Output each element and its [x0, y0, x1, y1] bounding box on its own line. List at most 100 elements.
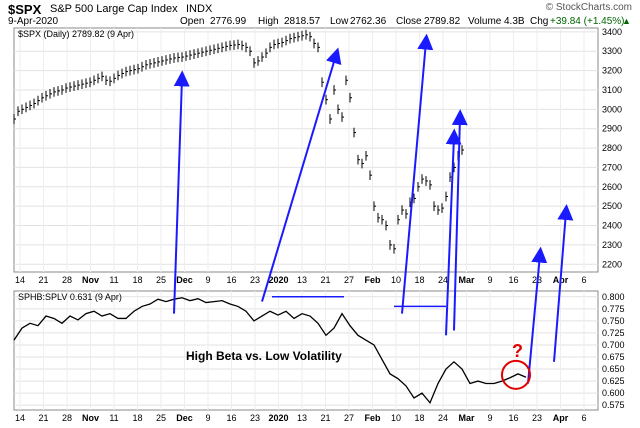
high-value: 2818.57	[284, 16, 321, 27]
x-tick-label: Apr	[553, 413, 569, 423]
y-tick-label: 0.750	[602, 316, 625, 326]
open-value: 2776.99	[210, 16, 247, 27]
y-tick-label: 3200	[602, 66, 622, 76]
x-tick-label: 24	[438, 413, 448, 423]
y-tick-label: 3100	[602, 85, 622, 95]
ratio-line	[13, 297, 527, 405]
x-tick-label: 18	[414, 275, 424, 285]
y-tick-label: 0.700	[602, 340, 625, 350]
x-tick-label: 21	[320, 413, 330, 423]
x-tick-label: 2020	[268, 413, 288, 423]
divergence-arrow	[173, 70, 190, 314]
close-value: 2789.82	[424, 16, 461, 27]
x-tick-label: 21	[320, 275, 330, 285]
brand: © StockCharts.com	[545, 2, 632, 13]
y-tick-label: 2300	[602, 240, 622, 250]
price-panel	[13, 27, 599, 273]
x-tick-label: 18	[132, 413, 142, 423]
x-tick-label: 9	[205, 275, 210, 285]
x-tick-label: 9	[487, 413, 492, 423]
y-tick-label: 0.675	[602, 352, 625, 362]
divergence-arrow	[445, 128, 462, 336]
divergence-arrow	[451, 109, 468, 331]
y-tick-label: 3300	[602, 46, 622, 56]
divergence-arrow	[401, 33, 434, 314]
x-tick-label: 13	[297, 413, 307, 423]
x-tick-label: 10	[391, 275, 401, 285]
divergence-arrow	[261, 47, 342, 302]
x-tick-label: 11	[109, 413, 118, 423]
y-tick-label: 0.625	[602, 376, 625, 386]
x-tick-label: Feb	[364, 275, 381, 285]
x-tick-label: 23	[250, 413, 260, 423]
x-tick-label: 24	[438, 275, 448, 285]
y-tick-label: 0.725	[602, 328, 625, 338]
y-tick-label: 2700	[602, 162, 622, 172]
y-tick-label: 2200	[602, 259, 622, 269]
chg-label: Chg	[530, 16, 549, 27]
x-tick-label: 23	[250, 275, 260, 285]
x-tick-label: 9	[205, 413, 210, 423]
exchange: INDX	[186, 3, 213, 15]
low-label: Low	[330, 16, 349, 27]
chg-value: +39.84 (+1.45%)	[550, 16, 625, 27]
x-tick-label: 16	[508, 275, 518, 285]
divergence-arrow	[527, 246, 548, 384]
x-tick-label: 18	[414, 413, 424, 423]
x-tick-label: Nov	[82, 413, 99, 423]
x-tick-label: 10	[391, 413, 401, 423]
annotation-label: High Beta vs. Low Volatility	[186, 349, 342, 363]
open-label: Open	[180, 16, 205, 27]
x-tick-label: Feb	[364, 413, 381, 423]
chart-header: $SPX S&P 500 Large Cap Index INDX 9-Apr-…	[8, 2, 632, 28]
x-tick-label: 14	[15, 413, 25, 423]
x-tick-label: 28	[62, 413, 72, 423]
x-tick-label: Mar	[458, 413, 475, 423]
x-tick-label: Dec	[176, 275, 193, 285]
y-tick-label: 2900	[602, 124, 622, 134]
y-tick-label: 2600	[602, 182, 622, 192]
x-tick-label: 6	[581, 275, 586, 285]
y-tick-label: 2400	[602, 221, 622, 231]
x-tick-label: 23	[532, 413, 542, 423]
index-name: S&P 500 Large Cap Index	[50, 3, 178, 15]
x-tick-label: 11	[109, 275, 118, 285]
symbol: $SPX	[8, 2, 42, 17]
ratio-legend: SPHB:SPLV 0.631 (9 Apr)	[18, 292, 122, 302]
y-tick-label: 3000	[602, 104, 622, 114]
y-tick-label: 0.650	[602, 364, 625, 374]
y-tick-label: 3400	[602, 27, 622, 37]
x-tick-label: 16	[226, 275, 236, 285]
close-label: Close	[396, 16, 422, 27]
x-tick-label: 6	[581, 413, 586, 423]
x-tick-label: 21	[38, 275, 48, 285]
x-tick-label: Nov	[82, 275, 99, 285]
high-label: High	[258, 16, 279, 27]
x-tick-label: Dec	[176, 413, 193, 423]
x-tick-label: Mar	[458, 275, 475, 285]
up-triangle-icon: ▲	[622, 16, 631, 26]
divergence-arrow	[553, 203, 574, 362]
x-tick-label: 27	[344, 413, 354, 423]
x-tick-label: 27	[344, 275, 354, 285]
x-tick-label: 28	[62, 275, 72, 285]
x-tick-label: 13	[297, 275, 307, 285]
x-tick-label: 14	[15, 275, 25, 285]
price-legend: $SPX (Daily) 2789.82 (9 Apr)	[18, 29, 134, 39]
y-tick-label: 0.600	[602, 388, 625, 398]
y-tick-label: 0.800	[602, 292, 625, 302]
y-tick-label: 2500	[602, 201, 622, 211]
y-tick-label: 2800	[602, 143, 622, 153]
ratio-panel	[13, 290, 599, 411]
y-tick-label: 0.775	[602, 304, 625, 314]
volume-value: 4.3B	[504, 16, 525, 27]
question-mark: ?	[512, 341, 523, 361]
x-tick-label: 25	[156, 275, 166, 285]
y-tick-label: 0.575	[602, 400, 625, 410]
highlight-circle	[501, 359, 531, 390]
x-tick-label: 2020	[268, 275, 288, 285]
x-tick-label: 9	[487, 275, 492, 285]
low-value: 2762.36	[350, 16, 387, 27]
x-tick-label: 16	[226, 413, 236, 423]
